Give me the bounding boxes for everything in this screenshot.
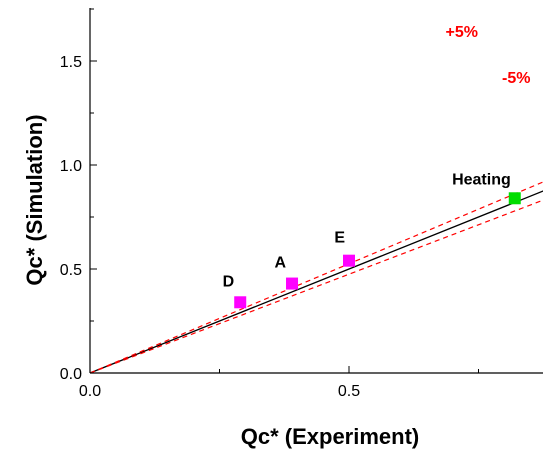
point-label-a: A [274, 255, 286, 272]
plus-5pct-label: +5% [446, 24, 478, 41]
x-tick-label: 0.5 [338, 383, 360, 400]
point-label-heating: Heating [452, 171, 511, 188]
y-tick-label: 0.0 [60, 366, 82, 383]
y-tick-label: 0.5 [60, 262, 82, 279]
minus-5pct-label: -5% [502, 70, 530, 87]
data-point-a [286, 277, 299, 290]
point-label-e: E [334, 230, 345, 247]
data-point-heating [508, 192, 521, 205]
reference-line-minus-5pct [90, 199, 543, 373]
y-axis-title: Qc* (Simulation) [22, 114, 47, 285]
point-label-d: D [223, 273, 235, 290]
reference-line-plus-5pct [90, 181, 543, 373]
y-tick-label: 1.0 [60, 158, 82, 175]
data-point-e [343, 254, 355, 267]
x-axis-title: Qc* (Experiment) [241, 424, 420, 449]
x-tick-label: 0.0 [79, 383, 101, 400]
reference-line-identity [90, 190, 543, 373]
y-tick-label: 1.5 [60, 54, 82, 71]
data-point-d [234, 296, 247, 309]
